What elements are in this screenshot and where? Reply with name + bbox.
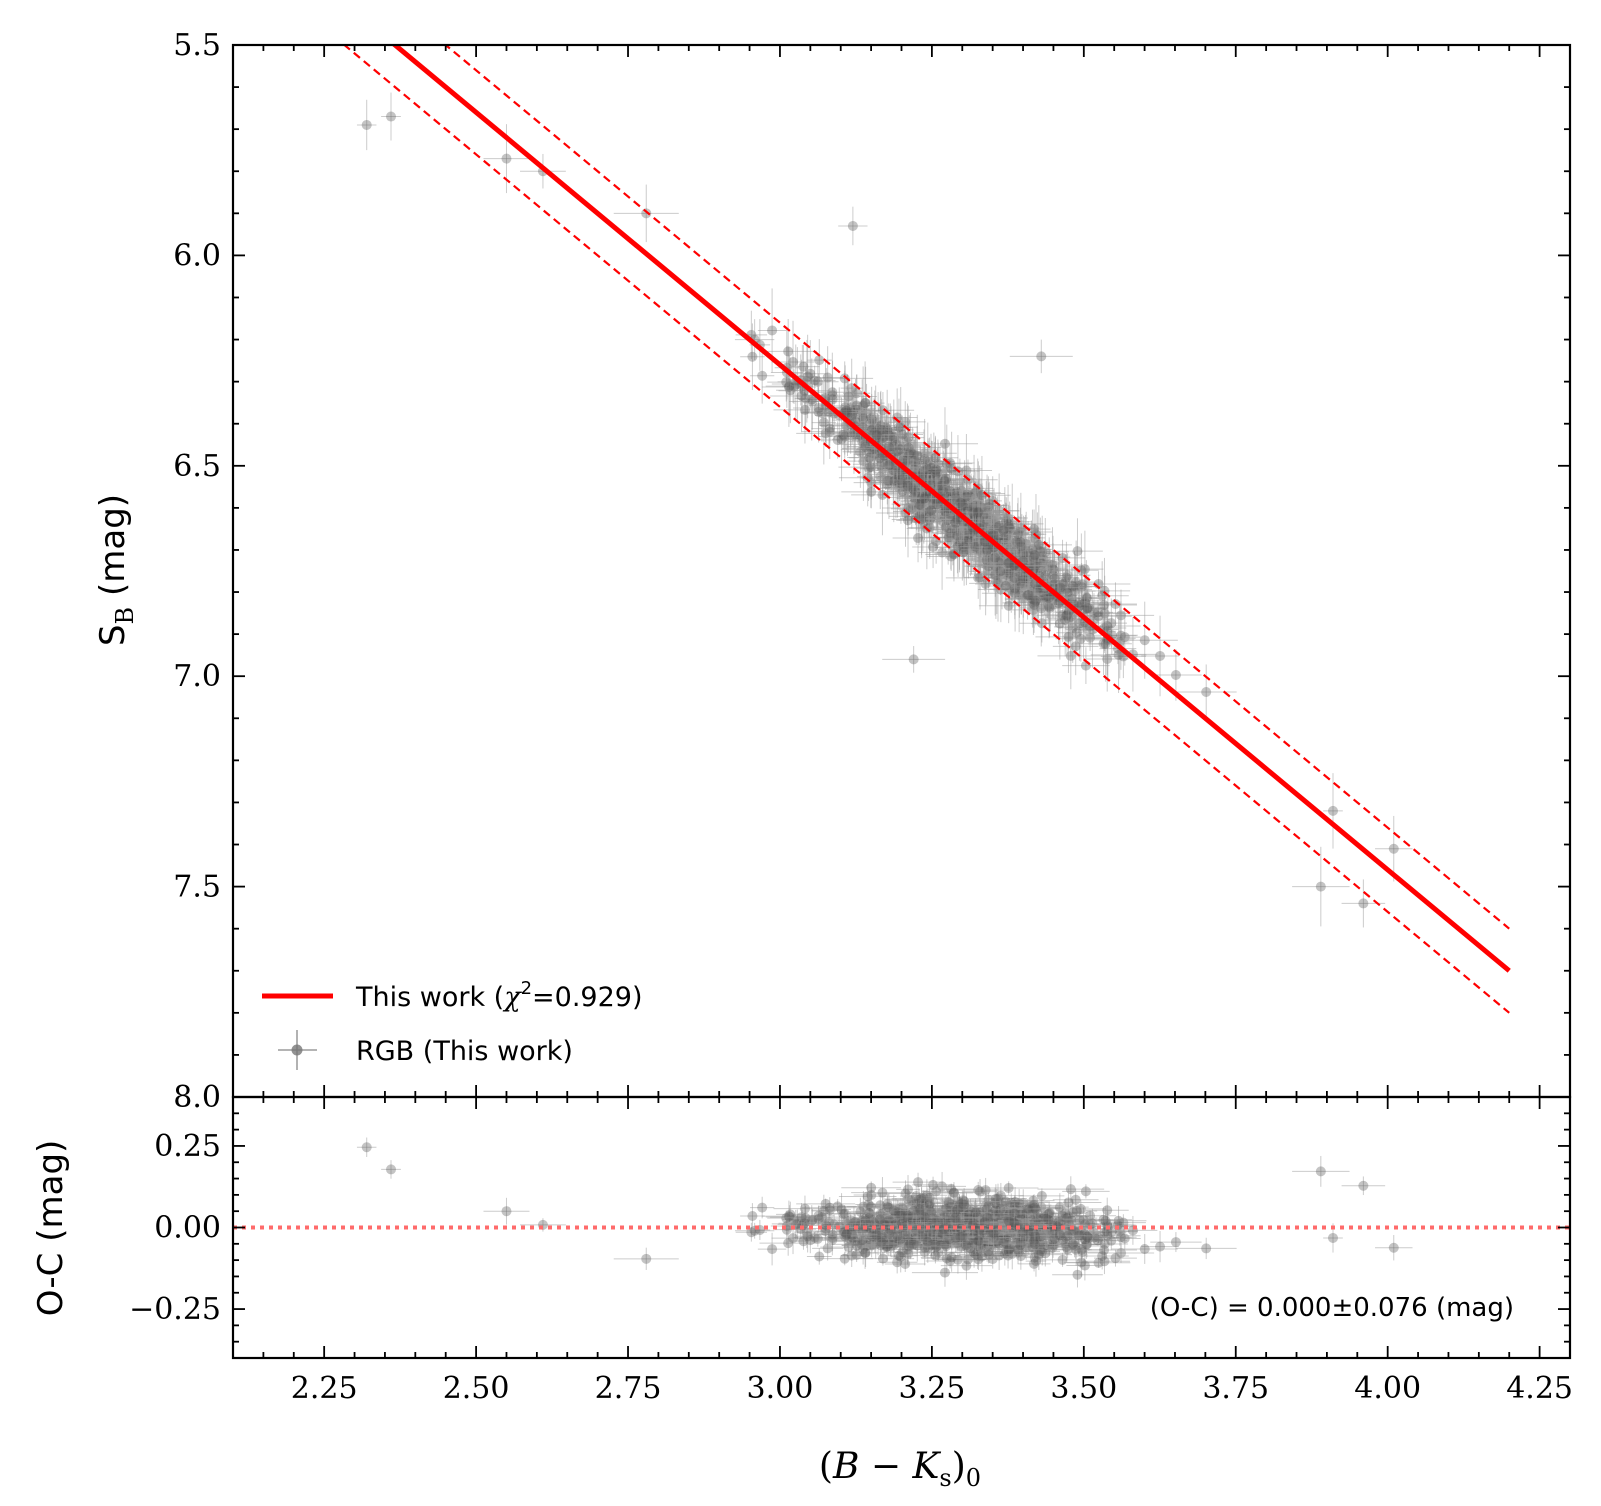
y-tick-label: 0.25 [154,1129,221,1164]
fit-line [391,45,1511,973]
rgb-point [1060,582,1098,624]
rgb-point [356,99,377,151]
rgb-point [897,414,937,497]
rgb-point [1375,815,1413,882]
rgb-point [1065,579,1109,637]
residual-point [882,1080,945,1090]
fit-upper-band [342,45,1510,1014]
main-y-axis-label: SB (mag) [93,494,139,646]
rgb-point [483,124,530,194]
rgb-point [838,206,868,246]
rgb-point [1094,582,1137,626]
y-tick-label: 7.5 [173,870,221,905]
rgb-point [875,431,942,465]
residual-scatter-points [356,1080,1413,1390]
main-ticks: 5.5 6.0 6.5 7.0 7.5 8.0 [173,28,1571,1115]
main-panel: 5.5 6.0 6.5 7.0 7.5 8.0 [173,28,1572,1115]
legend-rgb-label: RGB (This work) [356,1036,573,1067]
fit-lower-band [443,45,1510,930]
x-tick-label: 2.25 [291,1371,358,1406]
y-tick-label: 7.0 [173,659,221,694]
rgb-point [770,359,833,433]
rgb-point [1063,533,1099,608]
residual-point [613,1247,679,1270]
rgb-point [740,323,765,391]
residual-point [838,1375,867,1390]
x-tick-label: 4.25 [1506,1371,1573,1406]
residual-point [520,1218,566,1232]
rgb-point [886,422,909,480]
rgb-point [882,646,946,673]
rgb-point [880,398,918,456]
y-tick-label: 6.0 [173,238,221,273]
y-tick-label: −0.25 [129,1292,221,1327]
legend: This work (χ2=0.929) RGB (This work) [262,978,643,1070]
rgb-point [984,570,1028,602]
x-axis-label: (B − Ks)0 [819,1446,981,1492]
residual-point [356,1137,377,1157]
rgb-point [787,344,820,389]
rgb-point [953,455,1011,535]
fit-lines [342,45,1511,1014]
main-plot-frame [231,43,1572,1099]
y-tick-label: 8.0 [173,1080,221,1115]
residual-point [1375,1235,1413,1261]
rgb-point [1292,846,1350,927]
rgb-point [811,414,849,443]
legend-rgb-swatch [278,1030,317,1070]
rgb-point [815,386,878,436]
residual-point [734,1222,775,1239]
rgb-point [867,409,895,451]
x-tick-label: 3.50 [1050,1371,1117,1406]
residual-panel: 2.25 2.50 2.75 3.00 3.25 3.50 3.75 4.00 4.25 0.25… [129,1080,1573,1406]
residual-point [1175,1237,1237,1260]
x-tick-label: 2.50 [443,1371,510,1406]
x-tick-label: 3.00 [747,1371,814,1406]
rgb-point [1035,600,1102,673]
rgb-point [1323,773,1343,849]
rgb-point [841,475,902,509]
rgb-point [1009,339,1073,374]
x-tick-label: 2.75 [595,1371,662,1406]
rgb-point [381,92,401,141]
rgb-point [1056,614,1098,652]
rgb-point [868,425,909,469]
residual-point [483,1197,530,1225]
x-tick-label: 4.00 [1354,1371,1421,1406]
rgb-point [1175,664,1237,720]
rgb-point [1005,505,1072,585]
rgb-point [997,513,1020,540]
residual-point [381,1160,401,1179]
rgb-point [1026,576,1046,626]
residual-y-axis-label: O-C (mag) [31,1140,71,1317]
y-tick-label: 6.5 [173,449,221,484]
residual-point [1341,1176,1386,1196]
rgb-point [852,361,878,445]
y-tick-label: 5.5 [173,28,221,63]
x-tick-label: 3.75 [1202,1371,1269,1406]
rgb-point [981,554,1049,632]
x-tick-label: 3.25 [898,1371,965,1406]
y-tick-label: 0.00 [154,1211,221,1246]
residual-point [1292,1155,1350,1187]
legend-fit-label: This work (χ2=0.929) [355,978,643,1013]
rgb-point [1040,562,1077,645]
residual-stats-annotation: (O-C) = 0.000±0.076 (mag) [1150,1293,1514,1323]
rgb-point [1052,518,1103,584]
